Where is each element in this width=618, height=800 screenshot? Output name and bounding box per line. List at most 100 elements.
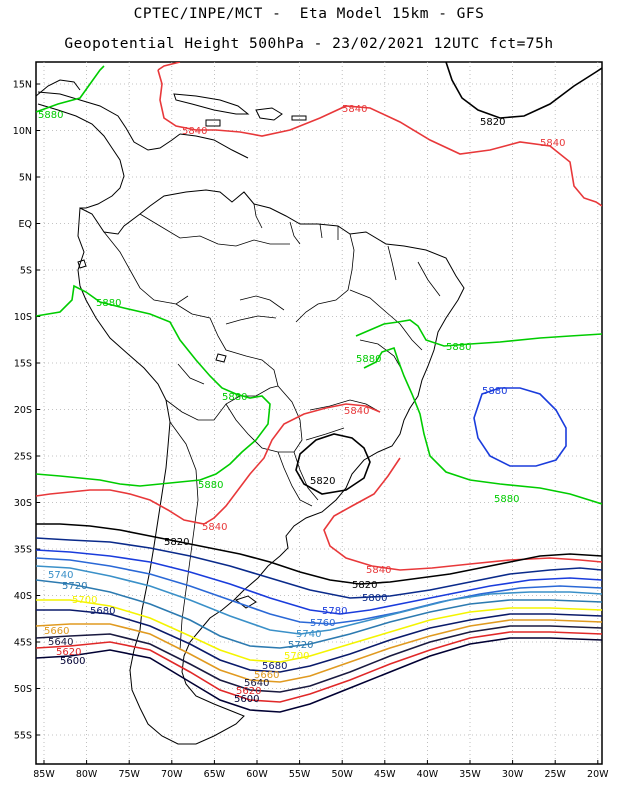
contour-label: 5640 [48, 637, 73, 648]
contour-label: 5720 [62, 581, 87, 592]
contour-5880-brazil [355, 319, 602, 347]
central-america-coastline [37, 103, 125, 209]
longitude-label: 45W [374, 769, 396, 780]
latitude-label: 50S [14, 684, 32, 695]
colombia-caribbean-coast [179, 133, 249, 159]
contour-label: 5820 [310, 476, 335, 487]
contour-label: 5880 [494, 494, 519, 505]
contour-5660 [36, 619, 602, 683]
longitude-label: 40W [417, 769, 439, 780]
contour-5760 [36, 557, 602, 625]
latitude-label: 10N [13, 126, 32, 137]
contour-label: 5840 [366, 565, 391, 576]
longitude-label: 60W [246, 769, 268, 780]
latitude-label: 45S [14, 638, 32, 649]
contour-label: 5720 [288, 640, 313, 651]
contour-5880-north [36, 65, 105, 113]
map-frame [35, 61, 603, 765]
contour-label: 5740 [296, 629, 321, 640]
contour-label: 5880 [356, 354, 381, 365]
longitude-label: 50W [331, 769, 353, 780]
contour-5840-north-west [157, 62, 181, 71]
jamaica [205, 119, 221, 127]
contour-5880-atlantic [363, 346, 602, 505]
longitude-label: 65W [204, 769, 226, 780]
contour-5600 [36, 637, 602, 713]
contour-label: 5820 [480, 117, 505, 128]
contour-5740 [36, 565, 602, 635]
contour-5820-north [445, 62, 602, 119]
central-america-north-coast [37, 91, 181, 151]
latitude-label: 15S [14, 359, 32, 370]
latitude-label: 10S [14, 312, 32, 323]
latitude-label: 5N [19, 173, 32, 184]
longitude-label: 55W [289, 769, 311, 780]
south-america-coastline [77, 189, 465, 745]
falkland-islands [234, 595, 257, 609]
contour-5700 [36, 599, 602, 663]
contour-label: 5660 [44, 626, 69, 637]
latitude-labels: 15N 10N 5N EQ 5S 10S 15S 20S 25S 30S 35S 40S 45S 50S 5… [13, 80, 40, 742]
longitude-label: 85W [33, 769, 55, 780]
longitude-label: 80W [76, 769, 98, 780]
contour-label: 5820 [164, 537, 189, 548]
contour-5880-closed-high [473, 387, 567, 467]
height-contours [36, 62, 602, 713]
latitude-label: 25S [14, 452, 32, 463]
longitude-label: 35W [459, 769, 481, 780]
contour-5840-north [157, 69, 602, 207]
contour-label: 5620 [56, 647, 81, 658]
latitude-label: 15N [13, 80, 32, 91]
contour-5880-south-america [36, 284, 271, 487]
contour-label: 5600 [60, 656, 85, 667]
longitude-label: 70W [161, 769, 183, 780]
contour-label: 5760 [310, 618, 335, 629]
contour-label: 5880 [38, 110, 63, 121]
contour-5780 [36, 549, 602, 615]
map-title-line2: Geopotential Height 500hPa - 23/02/2021 … [64, 36, 554, 52]
cuba [173, 93, 250, 115]
contour-label: 5640 [244, 678, 269, 689]
galapagos [77, 259, 87, 269]
contour-label: 5880 [198, 480, 223, 491]
latitude-label: EQ [19, 219, 32, 230]
contour-5820-closed [295, 433, 371, 495]
contour-5620 [36, 631, 602, 703]
latitude-label: 20S [14, 405, 32, 416]
lake-titicaca [215, 353, 227, 363]
contour-5680 [36, 609, 602, 673]
contour-5820-main [36, 523, 602, 585]
contour-label: 5840 [342, 104, 367, 115]
contour-label: 5620 [236, 686, 261, 697]
graticule [36, 62, 602, 764]
contour-label: 5600 [234, 694, 259, 705]
latitude-label: 55S [14, 731, 32, 742]
contour-labels: 5880 5880 5880 5880 5880 5880 5880 5880 … [38, 104, 565, 705]
latitude-label: 40S [14, 591, 32, 602]
contour-5720 [36, 579, 602, 649]
contour-label: 5680 [90, 606, 115, 617]
contour-label: 5840 [540, 138, 565, 149]
contour-label: 5820 [352, 580, 377, 591]
contour-label: 5840 [182, 126, 207, 137]
contour-label: 5880 [96, 298, 121, 309]
longitude-label: 25W [544, 769, 566, 780]
contour-label: 5880 [446, 342, 471, 353]
contour-label: 5660 [254, 670, 279, 681]
contour-label: 5800 [362, 593, 387, 604]
contour-label: 5840 [202, 522, 227, 533]
contour-label: 5680 [262, 661, 287, 672]
contour-label: 5700 [72, 595, 97, 606]
contour-5800 [36, 537, 602, 599]
contour-5640 [36, 625, 602, 693]
puerto-rico [291, 115, 307, 121]
contour-label: 5880 [482, 386, 507, 397]
contour-label: 5700 [284, 651, 309, 662]
yucatan [36, 79, 81, 97]
longitude-labels: 85W 80W 75W 70W 65W 60W 55W 50W 45W 40W 35W 30W 25W 2… [33, 760, 609, 780]
latitude-label: 35S [14, 545, 32, 556]
contour-5840-pocket [323, 457, 602, 571]
coastlines [36, 79, 465, 745]
latitude-label: 5S [20, 266, 32, 277]
